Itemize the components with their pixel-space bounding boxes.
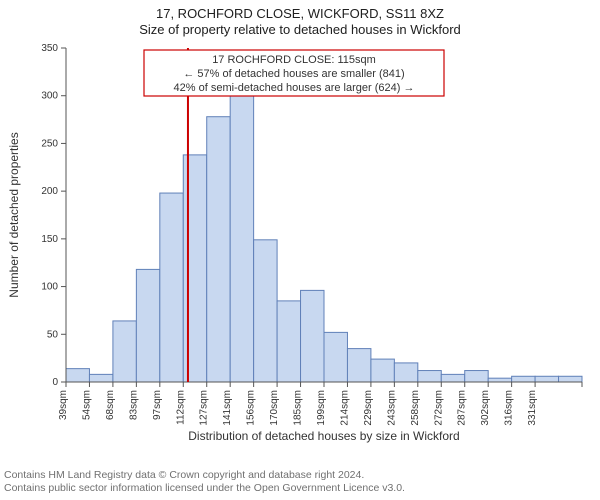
histogram-bar <box>512 376 535 382</box>
histogram-bar <box>394 363 417 382</box>
histogram-bar <box>254 240 277 382</box>
x-tick-label: 287sqm <box>457 390 468 426</box>
histogram-bar <box>418 371 441 382</box>
svg-text:50: 50 <box>47 329 59 340</box>
chart-container: 0 50 100 150 200 250 300 350 39sqm 54sqm 68sqm 83sq… <box>0 44 600 458</box>
x-tick-label: 243sqm <box>386 390 397 426</box>
x-tick-label: 39sqm <box>58 390 69 420</box>
histogram-bar <box>183 155 206 382</box>
footer: Contains HM Land Registry data © Crown c… <box>4 469 405 496</box>
svg-text:300: 300 <box>41 91 58 102</box>
x-tick-label: 302sqm <box>480 390 491 426</box>
histogram-bar <box>324 332 347 382</box>
histogram-bar <box>160 193 183 382</box>
histogram-bar <box>230 96 253 382</box>
x-tick-label: 272sqm <box>433 390 444 426</box>
svg-text:100: 100 <box>41 282 58 293</box>
histogram-bar <box>301 290 324 382</box>
x-tick-label: 83sqm <box>128 390 139 420</box>
svg-text:200: 200 <box>41 186 58 197</box>
histogram-bar <box>66 369 89 382</box>
address-line: 17, ROCHFORD CLOSE, WICKFORD, SS11 8XZ <box>0 6 600 22</box>
x-tick-label: 112sqm <box>175 390 186 425</box>
histogram-bar <box>371 359 394 382</box>
svg-text:350: 350 <box>41 44 58 54</box>
x-tick-label: 68sqm <box>105 390 116 420</box>
histogram-bar <box>465 371 488 382</box>
x-tick-label: 199sqm <box>316 390 327 426</box>
x-tick-label: 185sqm <box>293 390 304 426</box>
histogram-bar <box>89 374 112 382</box>
histogram-bar <box>559 376 582 382</box>
svg-text:0: 0 <box>52 377 58 388</box>
svg-text:250: 250 <box>41 138 58 149</box>
x-tick-label: 331sqm <box>527 390 538 426</box>
x-tick-label: 170sqm <box>269 390 280 426</box>
histogram-bar <box>535 376 558 382</box>
histogram-bar <box>113 321 136 382</box>
x-tick-label: 316sqm <box>504 390 515 426</box>
histogram-bar <box>207 117 230 382</box>
x-tick-label: 229sqm <box>363 390 374 426</box>
histogram-bar <box>441 374 464 382</box>
header: 17, ROCHFORD CLOSE, WICKFORD, SS11 8XZ S… <box>0 0 600 39</box>
subtitle-line: Size of property relative to detached ho… <box>0 22 600 38</box>
x-tick-label: 214sqm <box>339 390 350 426</box>
x-axis-label: Distribution of detached houses by size … <box>188 429 459 443</box>
histogram-bar <box>488 378 511 382</box>
x-tick-label: 127sqm <box>199 390 210 426</box>
histogram-bar <box>277 301 300 382</box>
x-tick-label: 156sqm <box>246 390 257 426</box>
y-axis-label: Number of detached properties <box>7 132 21 297</box>
histogram-chart: 0 50 100 150 200 250 300 350 39sqm 54sqm 68sqm 83sq… <box>0 44 600 458</box>
x-tick-label: 97sqm <box>152 390 163 420</box>
svg-text:150: 150 <box>41 234 58 245</box>
x-tick-label: 54sqm <box>81 390 92 420</box>
annotation-line3: 42% of semi-detached houses are larger (… <box>174 82 415 94</box>
histogram-bar <box>136 269 159 382</box>
annotation-line1: 17 ROCHFORD CLOSE: 115sqm <box>212 54 376 66</box>
footer-line1: Contains HM Land Registry data © Crown c… <box>4 469 405 483</box>
x-tick-label: 141sqm <box>222 390 233 426</box>
annotation-line2: ← 57% of detached houses are smaller (84… <box>183 68 404 80</box>
footer-line2: Contains public sector information licen… <box>4 482 405 496</box>
histogram-bar <box>347 349 370 382</box>
x-tick-label: 258sqm <box>410 390 421 426</box>
